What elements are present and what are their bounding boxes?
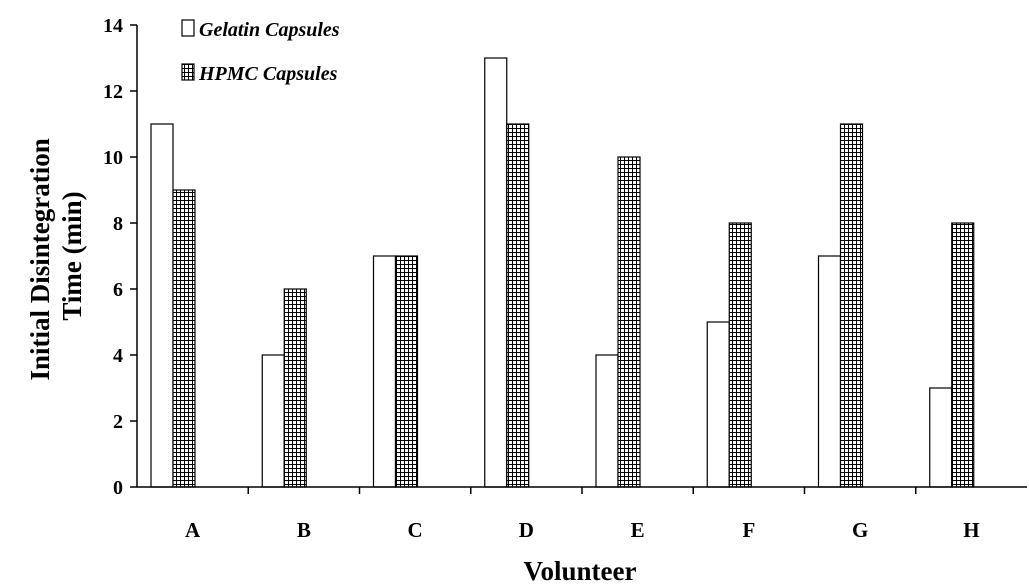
x-tick-label: D xyxy=(519,518,534,542)
y-tick-label: 10 xyxy=(103,147,123,169)
y-ticks-group: 0 2 4 6 8 10 12 14 xyxy=(103,15,137,499)
legend: Gelatin Capsules HPMC Capsules xyxy=(181,19,340,85)
bar-gelatin-C xyxy=(372,255,397,488)
x-tick-label: E xyxy=(631,518,645,542)
bar-hpmc-G xyxy=(839,123,864,488)
bar-gelatin-E xyxy=(595,354,619,488)
bar-gelatin-H xyxy=(929,387,953,488)
bar-hpmc-H xyxy=(951,222,975,488)
y-tick-label: 4 xyxy=(113,345,123,367)
x-tick-label: A xyxy=(185,518,201,542)
y-tick-label: 8 xyxy=(113,213,123,235)
y-axis-title-line-1: Initial Disintegration xyxy=(25,138,55,380)
x-tick-label: F xyxy=(742,518,755,542)
legend-label-gelatin: Gelatin Capsules xyxy=(199,19,340,41)
bar-hpmc-C xyxy=(394,255,419,488)
bar-gelatin-F xyxy=(706,321,730,488)
y-tick-label: 0 xyxy=(113,477,123,499)
legend-label-hpmc: HPMC Capsules xyxy=(198,63,338,85)
bar-gelatin-B xyxy=(261,354,285,488)
y-axis-title-line-2: Time (min) xyxy=(57,191,87,320)
x-tick-label: G xyxy=(852,518,868,542)
legend-item-hpmc: HPMC Capsules xyxy=(181,63,338,85)
y-tick-label: 14 xyxy=(103,15,123,37)
bar-gelatin-D xyxy=(484,57,508,488)
x-tick-label: H xyxy=(963,518,979,542)
legend-item-gelatin: Gelatin Capsules xyxy=(181,19,340,41)
bar-hpmc-E xyxy=(617,156,641,488)
legend-swatch-hpmc xyxy=(181,63,195,81)
bar-hpmc-B xyxy=(283,288,307,488)
y-tick-label: 2 xyxy=(113,411,123,433)
bar-gelatin-A xyxy=(150,123,174,488)
bar-hpmc-F xyxy=(728,222,752,488)
x-ticks-group: A B C D E F G H xyxy=(185,487,980,542)
bars-group xyxy=(150,57,975,488)
x-tick-label: B xyxy=(297,518,311,542)
bar-hpmc-A xyxy=(172,189,196,488)
x-tick-label: C xyxy=(408,518,423,542)
y-tick-label: 12 xyxy=(103,81,123,103)
bar-gelatin-G xyxy=(817,255,842,488)
legend-swatch-gelatin xyxy=(181,19,195,37)
bar-hpmc-D xyxy=(506,123,530,488)
x-axis-title: Volunteer xyxy=(524,556,637,586)
y-tick-label: 6 xyxy=(113,279,123,301)
y-axis-title: Initial Disintegration Time (min) xyxy=(25,131,87,380)
